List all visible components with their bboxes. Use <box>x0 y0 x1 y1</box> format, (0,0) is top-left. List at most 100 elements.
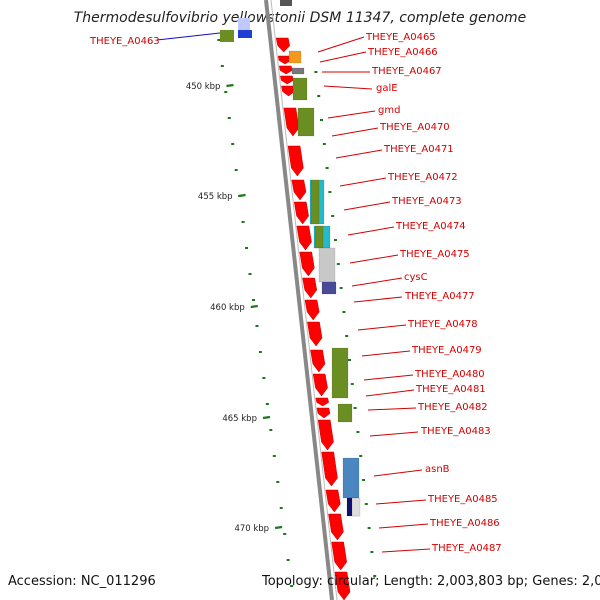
cog-block-7 <box>314 225 324 249</box>
gene-leader-line-10 <box>347 226 395 236</box>
gene-leader-line-19 <box>369 431 419 437</box>
cds-arrow-1 <box>277 55 292 65</box>
cds-top-feature <box>280 0 292 6</box>
cds-arrow-10 <box>299 251 315 277</box>
kbp-tick-1 <box>238 193 246 198</box>
kbp-tick-0 <box>226 83 234 88</box>
cog-block-12 <box>342 457 360 499</box>
cog-block-14 <box>351 497 361 517</box>
gene-label-9: THEYE_A0473 <box>391 196 462 207</box>
kbp-label-2: 460 kbp <box>210 303 245 313</box>
gene-leader-line-8 <box>339 177 387 187</box>
gene-label-23: THEYE_A0487 <box>431 543 502 554</box>
cds-arrow-8 <box>293 201 309 225</box>
gene-label-22: THEYE_A0486 <box>429 518 500 529</box>
cds-arrow-3 <box>280 75 294 85</box>
cds-arrow-15 <box>312 373 328 397</box>
cog-block-11 <box>337 403 353 423</box>
gene-label-8: THEYE_A0472 <box>387 172 458 183</box>
gene-leader-line-4 <box>323 85 373 90</box>
cog-block-left-blue <box>238 30 252 38</box>
gene-leader-line-12 <box>351 277 403 287</box>
cds-arrow-19 <box>321 451 338 487</box>
cds-arrow-20 <box>325 489 341 513</box>
gene-leader-line-22 <box>378 523 429 529</box>
cds-arrow-11 <box>302 277 318 299</box>
gene-label-10: THEYE_A0474 <box>395 221 466 232</box>
gene-leader-line-18 <box>367 407 417 411</box>
cog-block-left-olive <box>220 30 234 42</box>
backbone-edge-line <box>270 0 338 600</box>
kbp-label-3: 465 kbp <box>222 414 257 424</box>
cds-arrow-4 <box>281 85 295 97</box>
gene-label-1: THEYE_A0465 <box>365 32 436 43</box>
backbone-line <box>264 0 334 600</box>
gene-leader-line-14 <box>357 324 407 331</box>
gene-label-21: THEYE_A0485 <box>427 494 498 505</box>
gene-leader-line-21 <box>375 499 427 505</box>
cds-arrow-18 <box>317 419 334 451</box>
cds-arrow-9 <box>296 225 312 251</box>
cog-block-5 <box>310 179 320 225</box>
cds-arrow-16 <box>315 397 329 407</box>
gene-label-5: gmd <box>378 105 400 116</box>
gene-leader-line-16 <box>363 374 414 381</box>
kbp-ruler: 450 kbp 455 kbp 460 kbp 465 kbp 470 kbp <box>186 82 283 534</box>
cog-block-1 <box>291 67 305 75</box>
cog-block-2 <box>292 77 308 101</box>
cds-arrow-13 <box>307 321 323 347</box>
gene-leader-line-6 <box>331 127 379 137</box>
gene-leader-line-20 <box>373 469 423 477</box>
gene-leader-line-7 <box>335 149 383 159</box>
gene-leader-line-1 <box>317 36 365 53</box>
cds-arrow-5 <box>283 107 300 137</box>
gene-label-track: THEYE_A0463 THEYE_A0465 THEYE_A0466 THEYE_A… <box>89 32 502 554</box>
gene-label-7: THEYE_A0471 <box>383 144 454 155</box>
cds-arrow-12 <box>304 299 320 321</box>
gene-label-15: THEYE_A0479 <box>411 345 482 356</box>
gene-leader-line-13 <box>353 296 403 303</box>
gene-leader-line-11 <box>349 254 399 264</box>
gene-label-14: THEYE_A0478 <box>407 319 478 330</box>
cds-arrow-21 <box>328 513 344 541</box>
gene-label-12: cysC <box>404 272 428 283</box>
cds-arrow-0 <box>275 37 290 53</box>
kbp-tick-4 <box>274 525 283 530</box>
gene-label-18: THEYE_A0482 <box>417 402 488 413</box>
gene-leader-line-9 <box>343 201 391 211</box>
cog-block-10 <box>331 347 349 399</box>
gene-label-13: THEYE_A0477 <box>404 291 475 302</box>
topology-label: Topology: circular; Length: 2,003,803 bp… <box>262 574 600 589</box>
gene-leader-line-17 <box>365 389 415 397</box>
cds-arrow-22 <box>331 541 347 571</box>
cog-block-9 <box>321 281 337 295</box>
gene-label-20: asnB <box>425 464 450 475</box>
backbone-track <box>264 0 338 600</box>
kbp-tick-2 <box>250 304 258 309</box>
gene-leader-line-15 <box>361 350 411 357</box>
cog-block-3 <box>297 107 315 137</box>
cog-block-left-lightblue <box>238 18 250 30</box>
cds-arrow-6 <box>287 145 304 177</box>
cog-block-0 <box>288 50 302 64</box>
gene-label-2: THEYE_A0466 <box>367 47 438 58</box>
cds-arrow-23 <box>334 571 351 600</box>
gene-leader-line-0 <box>156 32 221 41</box>
cog-block-8 <box>318 247 336 283</box>
cds-arrow-14 <box>310 349 326 373</box>
cds-arrow-2 <box>278 65 293 75</box>
cds-track <box>275 0 351 600</box>
gene-leader-line-23 <box>381 548 431 553</box>
gene-label-11: THEYE_A0475 <box>399 249 470 260</box>
gene-label-4: galE <box>376 83 398 94</box>
gc-skew-track <box>217 39 377 587</box>
kbp-label-4: 470 kbp <box>234 524 269 534</box>
cog-track <box>220 18 361 517</box>
genome-title: Thermodesulfovibrio yellowstonii DSM 113… <box>73 10 527 26</box>
gene-leader-line-5 <box>327 110 376 119</box>
gene-label-19: THEYE_A0483 <box>420 426 491 437</box>
kbp-label-0: 450 kbp <box>186 82 221 92</box>
kbp-label-1: 455 kbp <box>198 192 233 202</box>
gene-label-17: THEYE_A0481 <box>415 384 486 395</box>
